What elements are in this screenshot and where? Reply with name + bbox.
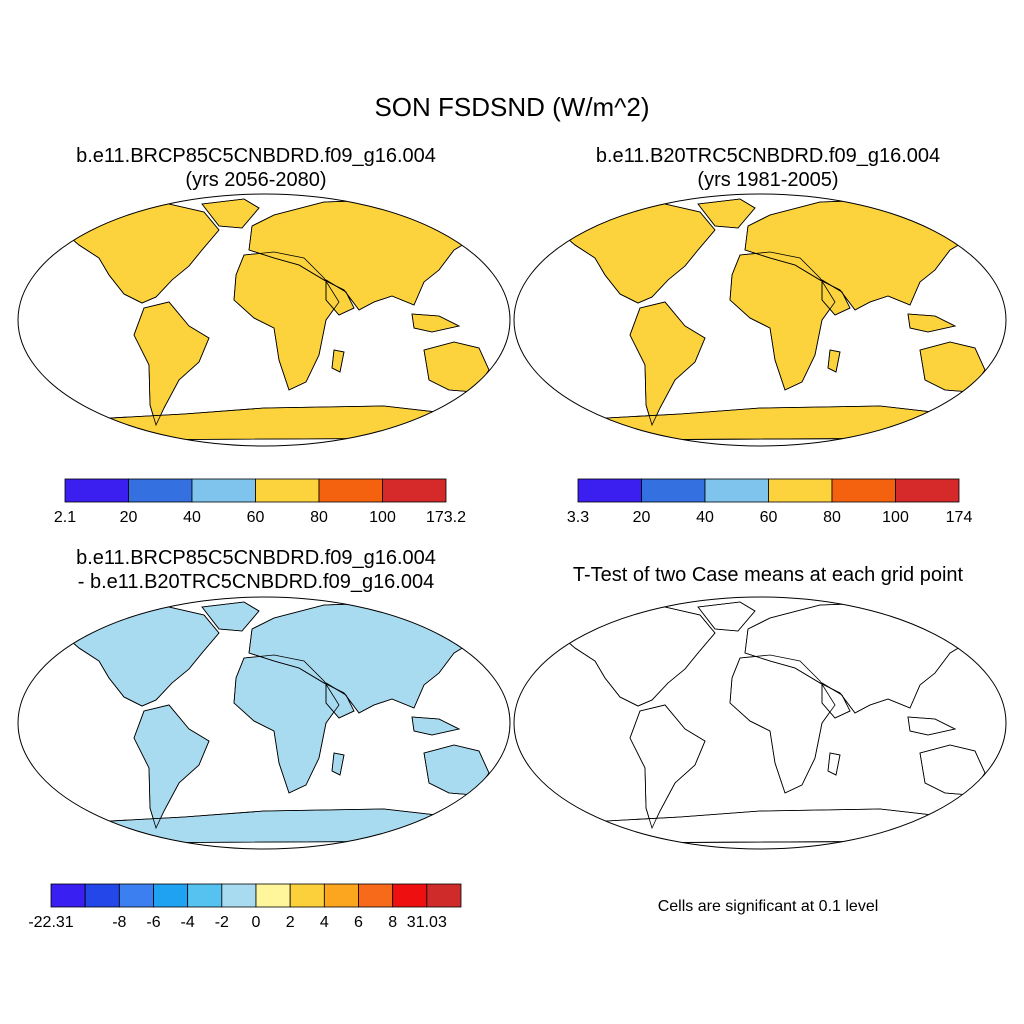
colorbar-swatch [128,478,193,503]
colorbar-label: -8 [112,914,126,931]
panel-ttest-title: T-Test of two Case means at each grid po… [512,563,1024,587]
colorbar-difference: -22.31 -8 -6 -4 -2 0 2 4 6 8 31.03 [28,883,462,931]
colorbar-swatch [323,883,359,908]
map-case-border [17,193,511,447]
colorbar-swatch [64,478,129,503]
colorbar-label: 40 [183,509,201,526]
panel-difference-title: b.e11.BRCP85C5CNBDRD.f09_g16.004 - b.e11… [0,546,512,594]
colorbar-swatch [382,478,447,503]
colorbar-label: 31.03 [407,914,447,931]
colorbar-label: 2 [286,914,295,931]
colorbar-swatch [118,883,154,908]
colorbar-label: 80 [310,509,328,526]
colorbar-label: 174 [946,509,973,526]
colorbar-swatch [831,478,896,503]
colorbar-label: 3.3 [567,509,589,526]
map-control-border [513,193,1007,447]
map-difference [63,601,490,844]
colorbar-label: 60 [760,509,778,526]
colorbar-swatch [768,478,833,503]
colorbar-label: -22.31 [28,914,73,931]
colorbar-swatch [895,478,960,503]
colorbar-label: -4 [181,914,195,931]
land-base [559,198,986,441]
colorbar-swatch [255,883,291,908]
colorbar-label: 20 [633,509,651,526]
colorbar-label: 80 [823,509,841,526]
colorbar-swatch [426,883,462,908]
colorbar-label: 60 [247,509,265,526]
land-base [63,198,490,441]
map-difference-border [17,596,511,850]
map-ttest [559,601,986,844]
colorbar-label: 4 [320,914,329,931]
map-control [559,198,986,441]
colorbar-label: 6 [354,914,363,931]
not-significant-region [560,623,570,643]
panel-case-title-line2: (yrs 2056-2080) [185,169,327,191]
colorbar-swatch [318,478,383,503]
colorbar-label: 173.2 [426,509,466,526]
panel-control-title-line1: b.e11.B20TRC5CNBDRD.f09_g16.004 [595,145,941,167]
colorbar-swatch [187,883,223,908]
colorbar-label: 2.1 [54,509,76,526]
panel-difference-title-line2: - b.e11.B20TRC5CNBDRD.f09_g16.004 [77,571,435,593]
colorbar-label: -6 [146,914,160,931]
colorbar-swatch [84,883,120,908]
panel-ttest-title-line1: T-Test of two Case means at each grid po… [572,564,964,586]
panel-difference-title-line1: b.e11.BRCP85C5CNBDRD.f09_g16.004 [76,547,436,569]
colorbar-label: 100 [882,509,909,526]
colorbar-swatch [221,883,257,908]
significance-note: Cells are significant at 0.1 level [657,898,879,915]
land-base [63,601,490,844]
colorbar-swatch [153,883,189,908]
panel-case-title-line1: b.e11.BRCP85C5CNBDRD.f09_g16.004 [76,145,436,167]
colorbar-label: 40 [696,509,714,526]
map-case [63,198,490,441]
colorbar-swatch [255,478,320,503]
panel-control-title-line2: (yrs 1981-2005) [697,169,839,191]
colorbar-control: 3.3 20 40 60 80 100 174 [567,478,973,526]
colorbar-swatch [358,883,394,908]
colorbar-label: -2 [215,914,229,931]
not-significant-region [560,671,585,695]
panel-control-title: b.e11.B20TRC5CNBDRD.f09_g16.004 (yrs 198… [512,144,1024,192]
colorbar-label: 8 [388,914,397,931]
land-base [559,601,986,844]
colorbar-swatch [191,478,256,503]
colorbar-label: 0 [252,914,261,931]
colorbar-label: 20 [120,509,138,526]
figure-title: SON FSDSND (W/m^2) [374,92,650,122]
map-ttest-border [513,596,1007,850]
panel-case-title: b.e11.BRCP85C5CNBDRD.f09_g16.004 (yrs 20… [0,144,512,192]
colorbar-swatch [641,478,706,503]
colorbar-swatch [289,883,325,908]
colorbar-swatch [577,478,642,503]
colorbar-swatch [50,883,86,908]
colorbar-label: 100 [369,509,396,526]
colorbar-case: 2.1 20 40 60 80 100 173.2 [54,478,466,526]
colorbar-swatch [392,883,428,908]
colorbar-swatch [704,478,769,503]
